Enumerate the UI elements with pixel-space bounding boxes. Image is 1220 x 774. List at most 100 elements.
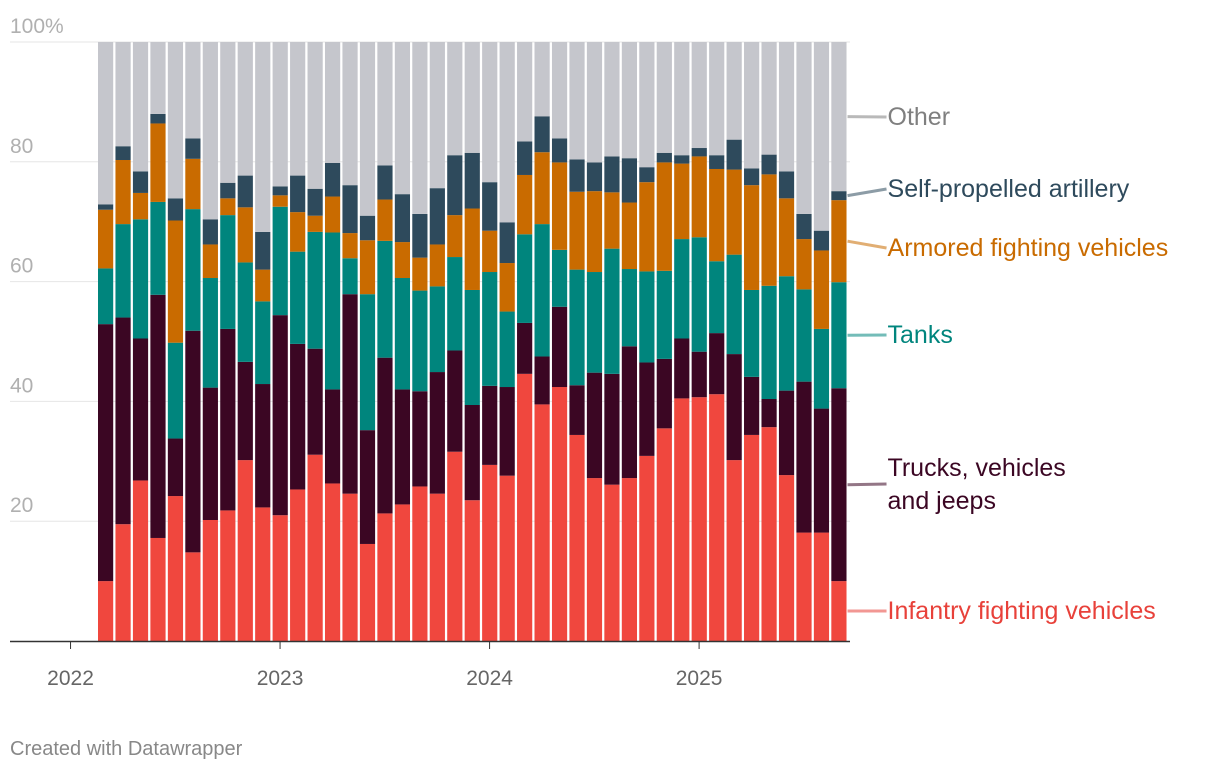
- bar-segment: [272, 186, 288, 196]
- bar-segment: [482, 42, 498, 183]
- bar-segment: [621, 478, 637, 641]
- series-label: Armored fighting vehicles: [888, 234, 1169, 262]
- bar-segment: [482, 464, 498, 641]
- bar-segment: [220, 510, 236, 641]
- y-tick-label: 100%: [10, 15, 64, 38]
- bar-segment: [534, 116, 550, 153]
- bar-segment: [115, 317, 131, 525]
- bar-segment: [551, 306, 568, 388]
- bar-segment: [586, 372, 603, 479]
- bar-segment: [98, 209, 114, 269]
- bar-segment: [709, 333, 725, 395]
- bar-segment: [412, 391, 428, 487]
- bar-segment: [447, 42, 463, 156]
- bar-segment: [517, 42, 533, 142]
- bar-segment: [551, 249, 568, 307]
- bar-segment: [272, 515, 288, 641]
- bar-segment: [359, 240, 376, 295]
- bar-segment: [255, 507, 271, 641]
- bar-segment: [726, 254, 742, 355]
- bar-segment: [796, 381, 812, 533]
- bar-segment: [150, 42, 166, 114]
- bar-segment: [586, 191, 603, 273]
- bar-segment: [167, 438, 184, 497]
- bar-segment: [534, 42, 550, 117]
- bar-segment: [621, 269, 637, 347]
- bar-segment: [639, 271, 655, 363]
- bar-segment: [220, 328, 236, 511]
- bar-segment: [290, 212, 306, 252]
- bar-segment: [499, 263, 515, 312]
- bar-segment: [412, 213, 428, 258]
- bar-segment: [272, 42, 288, 187]
- bar-segment: [220, 198, 236, 216]
- bar-segment: [813, 532, 830, 641]
- bar-segment: [185, 330, 201, 553]
- series-label: Tanks: [888, 321, 953, 349]
- bar-segment: [464, 289, 480, 405]
- bar-segment: [709, 168, 725, 262]
- bar-segment: [761, 285, 777, 399]
- bar-segment: [464, 404, 480, 501]
- bar-segment: [586, 42, 603, 163]
- bar-segment: [359, 543, 376, 641]
- bar-segment: [377, 240, 393, 358]
- bar-segment: [307, 42, 323, 189]
- bar-segment: [796, 213, 812, 240]
- bar-segment: [656, 428, 672, 641]
- bar-segment: [691, 397, 707, 641]
- bar-segment: [132, 480, 149, 641]
- bar-segment: [674, 42, 690, 156]
- bar-segment: [202, 42, 218, 220]
- bar-segment: [586, 478, 603, 641]
- bar-segment: [132, 171, 149, 193]
- bar-segment: [744, 168, 760, 186]
- bar-segment: [150, 123, 166, 202]
- bar-segment: [604, 248, 620, 374]
- bar-segment: [377, 165, 393, 200]
- y-tick-label: 60: [10, 255, 33, 278]
- bar-segment: [796, 239, 812, 290]
- bar-segment: [342, 42, 358, 186]
- bar-segment: [674, 155, 690, 164]
- bar-segment: [237, 175, 253, 208]
- bar-segment: [447, 451, 463, 641]
- bar-segment: [237, 42, 253, 176]
- bar-segment: [604, 373, 620, 485]
- bar-segment: [569, 159, 585, 192]
- series-labels: Infantry fighting vehicles Trucks, vehicl…: [847, 103, 1169, 625]
- bar-segment: [586, 272, 603, 373]
- bar-segment: [324, 163, 341, 197]
- bar-segment: [324, 232, 341, 390]
- bar-segment: [691, 351, 707, 398]
- bar-segment: [290, 343, 306, 490]
- bar-segment: [377, 513, 393, 641]
- bar-segment: [778, 276, 795, 391]
- bar-segment: [656, 270, 672, 359]
- series-label: Trucks, vehicles and jeeps: [888, 454, 1066, 515]
- bar-segment: [639, 42, 655, 168]
- bar-segment: [150, 201, 166, 295]
- bar-segment: [307, 215, 323, 232]
- bar-segment: [412, 42, 428, 214]
- bar-segment: [639, 182, 655, 272]
- series-label-line: Trucks, vehicles: [888, 454, 1066, 482]
- bar-segment: [167, 198, 184, 221]
- bar-segment: [202, 244, 218, 278]
- bar-segment: [499, 222, 515, 264]
- bar-segment: [656, 162, 672, 271]
- bar-segment: [412, 257, 428, 291]
- bar-segment: [307, 454, 323, 641]
- bar-segment: [359, 215, 376, 241]
- bar-segment: [831, 581, 847, 641]
- bar-segment: [150, 113, 166, 124]
- bar-segment: [377, 199, 393, 241]
- bar-segment: [726, 460, 742, 641]
- bar-segment: [394, 504, 411, 641]
- bar-segment: [482, 230, 498, 273]
- bar-segment: [639, 362, 655, 456]
- bar-segment: [132, 192, 149, 220]
- bar-segment: [551, 162, 568, 250]
- x-tick-label: 2022: [47, 667, 94, 690]
- bar-segment: [237, 207, 253, 263]
